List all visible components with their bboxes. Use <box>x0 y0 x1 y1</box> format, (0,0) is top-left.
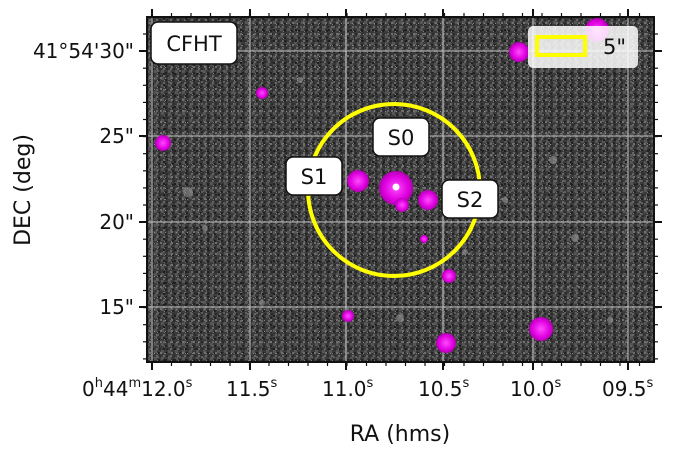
y-tick-label: 25" <box>99 124 134 148</box>
scale-bar-label: 5" <box>603 35 626 59</box>
x-tick-label: 10.5s <box>418 376 470 401</box>
source-blob <box>442 269 456 283</box>
source-blob <box>347 170 369 192</box>
diffuse-sources <box>183 77 613 323</box>
source-blob <box>155 135 171 151</box>
svg-text:S0: S0 <box>388 126 415 150</box>
core-dot <box>392 183 400 191</box>
source-markers <box>155 18 609 353</box>
x-tick-label: 11.0s <box>322 376 374 401</box>
y-axis-label: DEC (deg) <box>11 134 36 246</box>
x-tick-labels: 0h44m12.0s 11.5s 11.0s 10.5s 10.0s 09.5s <box>82 376 654 401</box>
source-blob <box>420 235 428 243</box>
source-blob <box>395 198 409 212</box>
source-blob <box>509 42 529 62</box>
svg-text:S1: S1 <box>301 165 328 189</box>
svg-text:S2: S2 <box>457 188 484 212</box>
source-blob <box>342 310 354 322</box>
x-tick-label: 09.5s <box>602 376 654 401</box>
instrument-badge: CFHT <box>150 21 238 65</box>
scale-bar-legend: 5" <box>528 26 638 68</box>
y-tick-label: 41°54'30" <box>33 39 134 63</box>
source-label-S1: S1 <box>285 156 343 196</box>
source-blob <box>418 190 438 210</box>
source-blob <box>529 317 553 341</box>
source-label-S0: S0 <box>372 117 430 157</box>
y-tick-label: 20" <box>99 210 134 234</box>
source-label-S2: S2 <box>441 179 499 219</box>
source-blob <box>256 87 268 99</box>
instrument-label: CFHT <box>166 32 222 56</box>
x-tick-label: 0h44m12.0s <box>82 376 193 401</box>
plot-frame <box>146 16 655 363</box>
x-axis-label: RA (hms) <box>350 422 450 447</box>
y-tick-label: 15" <box>99 295 134 319</box>
source-blob <box>436 333 456 353</box>
x-tick-label: 11.5s <box>226 376 278 401</box>
x-tick-label: 10.0s <box>510 376 562 401</box>
minor-ticks <box>143 13 658 366</box>
y-tick-labels: 41°54'30" 25" 20" 15" <box>33 39 134 319</box>
